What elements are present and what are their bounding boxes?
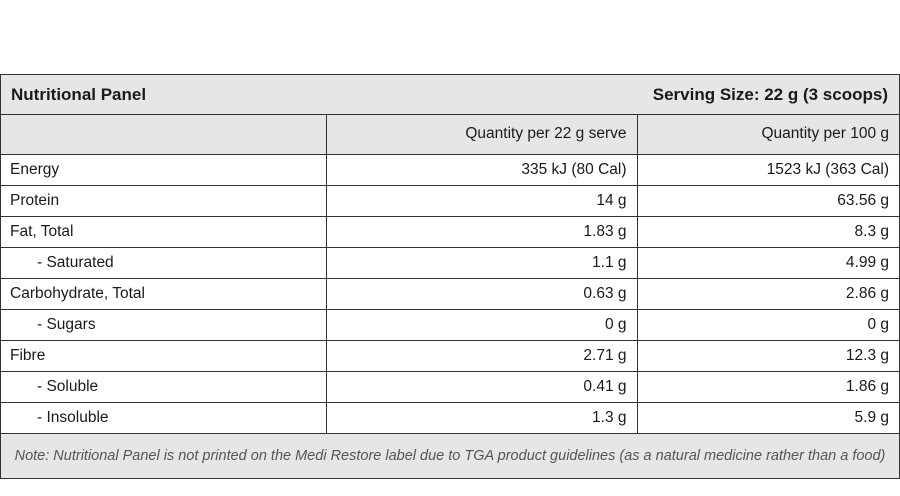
panel-title: Nutritional Panel xyxy=(11,84,147,104)
table-row: Fibre 2.71 g 12.3 g xyxy=(1,339,899,372)
column-header-row: Quantity per 22 g serve Quantity per 100… xyxy=(1,115,899,155)
table-row: - Soluble 0.41 g 1.86 g xyxy=(1,370,899,403)
serving-size: Serving Size: 22 g (3 scoops) xyxy=(652,84,888,104)
table-row: Fat, Total 1.83 g 8.3 g xyxy=(1,215,899,248)
table-row: - Saturated 1.1 g 4.99 g xyxy=(1,246,899,279)
nutrient-name: Fibre xyxy=(1,339,327,372)
nutrition-table: Quantity per 22 g serve Quantity per 100… xyxy=(1,115,899,433)
column-header-nutrient xyxy=(1,115,327,155)
per-serve-value: 335 kJ (80 Cal) xyxy=(325,153,638,186)
panel-header: Nutritional Panel Serving Size: 22 g (3 … xyxy=(1,75,899,115)
per-serve-value: 0 g xyxy=(325,308,638,341)
per-100g-value: 5.9 g xyxy=(636,401,899,433)
per-serve-value: 1.83 g xyxy=(325,215,638,248)
footnote-text: Note: Nutritional Panel is not printed o… xyxy=(14,448,886,464)
per-100g-value: 4.99 g xyxy=(636,246,899,279)
per-100g-value: 2.86 g xyxy=(636,277,899,310)
per-100g-value: 63.56 g xyxy=(636,184,899,217)
nutrient-name: - Insoluble xyxy=(1,401,327,433)
per-100g-value: 8.3 g xyxy=(636,215,899,248)
nutrition-panel: Nutritional Panel Serving Size: 22 g (3 … xyxy=(0,74,900,479)
per-100g-value: 0 g xyxy=(636,308,899,341)
per-serve-value: 1.1 g xyxy=(325,246,638,279)
nutrient-name: - Soluble xyxy=(1,370,327,403)
nutrient-name: - Saturated xyxy=(1,246,327,279)
per-serve-value: 2.71 g xyxy=(325,339,638,372)
per-serve-value: 0.41 g xyxy=(325,370,638,403)
table-row: - Sugars 0 g 0 g xyxy=(1,308,899,341)
table-row: Carbohydrate, Total 0.63 g 2.86 g xyxy=(1,277,899,310)
nutrient-name: Energy xyxy=(1,153,327,186)
column-header-per-100g: Quantity per 100 g xyxy=(636,115,899,155)
nutrient-name: Protein xyxy=(1,184,327,217)
per-serve-value: 0.63 g xyxy=(325,277,638,310)
per-serve-value: 1.3 g xyxy=(325,401,638,433)
table-row: - Insoluble 1.3 g 5.9 g xyxy=(1,401,899,433)
nutrient-name: Fat, Total xyxy=(1,215,327,248)
table-row: Energy 335 kJ (80 Cal) 1523 kJ (363 Cal) xyxy=(1,153,899,186)
per-serve-value: 14 g xyxy=(325,184,638,217)
nutrient-name: Carbohydrate, Total xyxy=(1,277,327,310)
per-100g-value: 1.86 g xyxy=(636,370,899,403)
footnote: Note: Nutritional Panel is not printed o… xyxy=(1,433,899,478)
nutrient-name: - Sugars xyxy=(1,308,327,341)
column-header-per-serve: Quantity per 22 g serve xyxy=(325,115,638,155)
table-row: Protein 14 g 63.56 g xyxy=(1,184,899,217)
per-100g-value: 12.3 g xyxy=(636,339,899,372)
per-100g-value: 1523 kJ (363 Cal) xyxy=(636,153,899,186)
